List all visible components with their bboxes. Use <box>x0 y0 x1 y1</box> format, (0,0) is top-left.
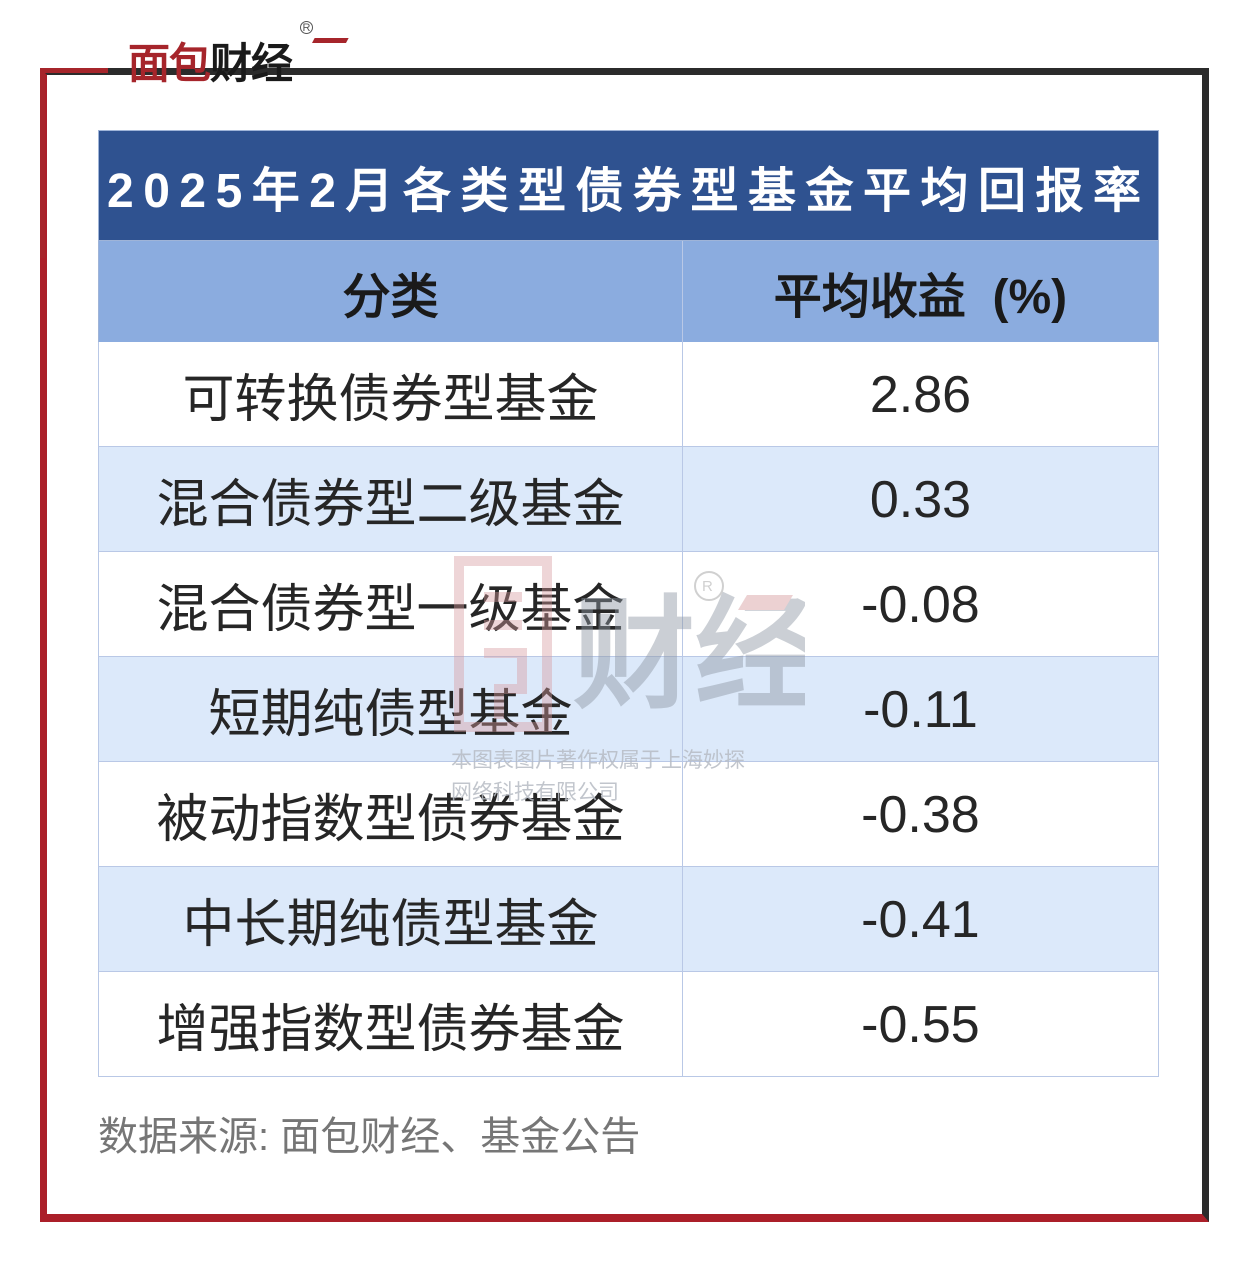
svg-text:R: R <box>702 578 713 595</box>
